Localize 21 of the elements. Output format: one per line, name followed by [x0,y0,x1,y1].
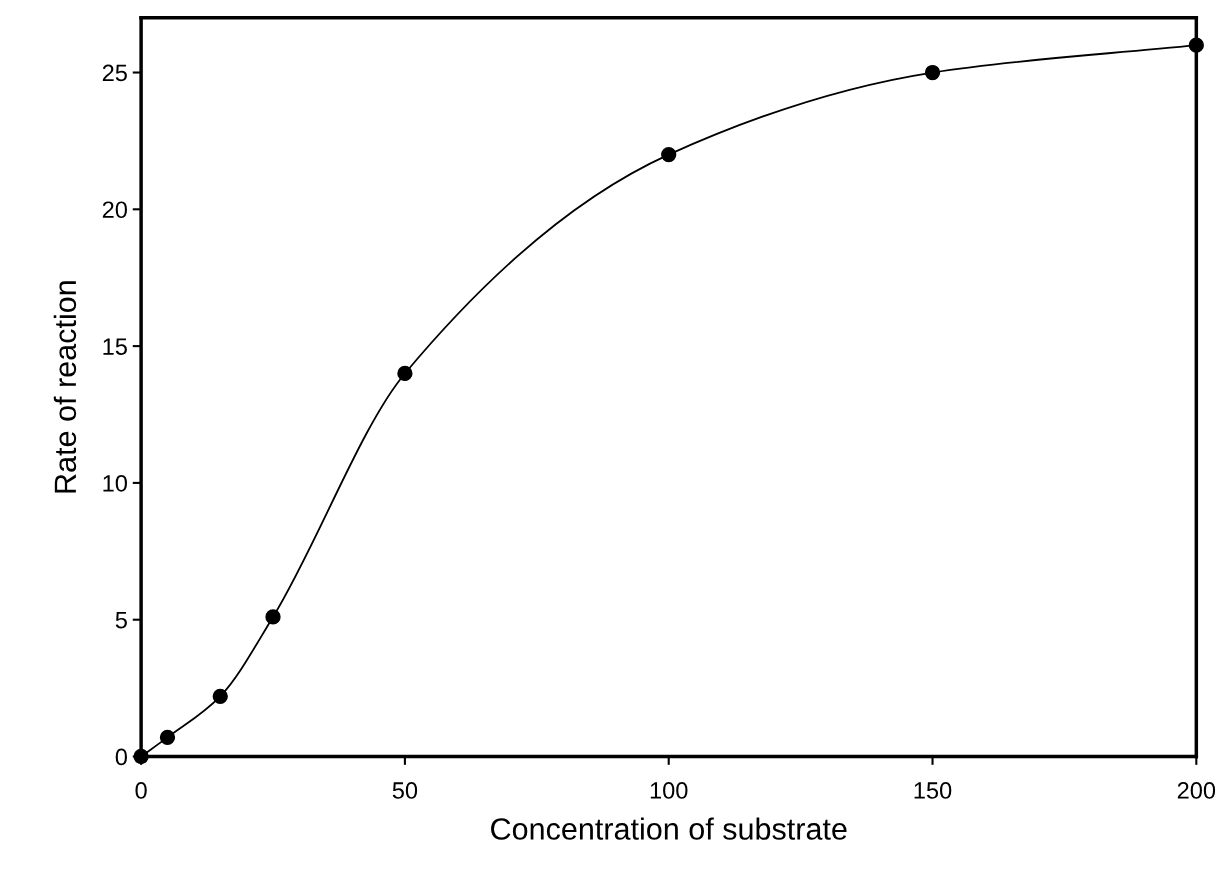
point [133,748,149,765]
point [661,146,677,163]
x-tick-label: 0 [135,782,147,799]
x-tick-label: 50 [392,782,418,799]
y-tick-label: 10 [103,474,127,492]
x-tick-label: 150 [914,782,952,799]
y-tick-label: 20 [102,201,127,219]
point [924,64,941,81]
point [397,365,413,382]
x-axis-title: Concentration of substrate [491,817,847,840]
point [265,609,281,625]
point [212,688,228,704]
y-tick-label: 0 [115,748,127,766]
y-axis-title: Rate of reaction [53,281,77,493]
y-tick-label: 15 [103,338,127,355]
y-tick-label: 25 [102,64,127,82]
y-tick-label: 5 [115,612,127,629]
x-tick-label: 100 [650,782,688,799]
x-tick-label: 200 [1177,782,1216,799]
point [1188,37,1204,53]
point [159,729,176,745]
